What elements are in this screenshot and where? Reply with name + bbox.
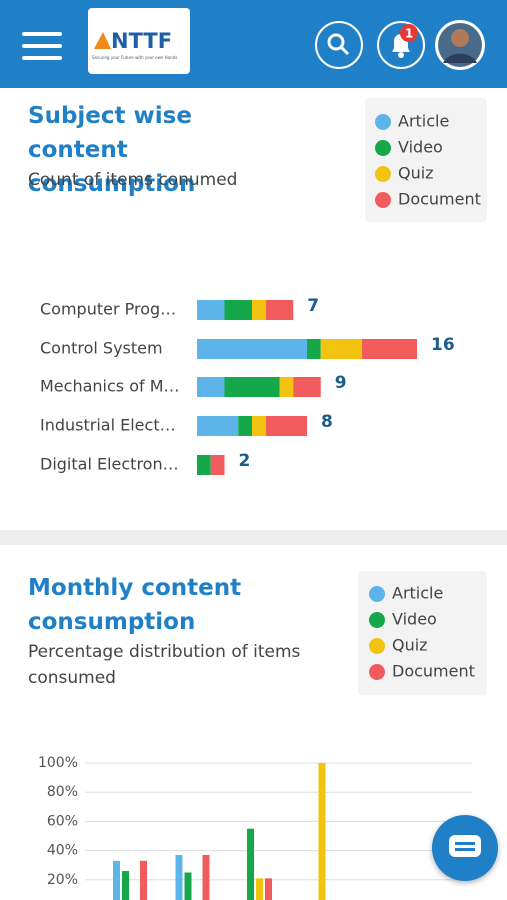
bar-segment: [362, 339, 417, 359]
total-label: 9: [335, 373, 347, 393]
notification-button[interactable]: [377, 21, 425, 69]
legend-label: Document: [392, 662, 475, 681]
bar: [113, 860, 120, 900]
bar-segment: [197, 377, 225, 397]
bar-segment: [320, 339, 362, 359]
chat-button[interactable]: [432, 815, 498, 881]
chart-subtitle: Count of items conumed: [28, 170, 238, 190]
divider: [0, 530, 507, 545]
bar: [175, 854, 183, 900]
bar-segment: [279, 377, 294, 397]
legend-dot: [375, 166, 391, 182]
logo-mark: [94, 32, 111, 49]
y-tick-label: 100%: [38, 755, 78, 771]
bar-segment: [210, 455, 225, 475]
logo-text: NTTF: [111, 29, 172, 53]
y-tick-label: 60%: [47, 813, 78, 829]
legend-box: [365, 98, 487, 222]
legend-label: Article: [398, 112, 449, 131]
bar: [265, 878, 272, 900]
search-button[interactable]: [315, 21, 363, 69]
legend-dot: [375, 114, 391, 130]
category-label: Digital Electron…: [40, 455, 179, 474]
legend-label: Quiz: [398, 164, 434, 183]
legend-dot: [369, 664, 385, 680]
legend-dot: [375, 192, 391, 208]
logo-tagline: Securing your Future with your own Hands: [92, 55, 177, 60]
category-label: Computer Prog…: [40, 300, 176, 319]
legend-dot: [369, 638, 385, 654]
bar-segment: [224, 377, 280, 397]
legend-label: Document: [398, 190, 481, 209]
bar-segment: [197, 455, 211, 475]
legend-label: Quiz: [392, 636, 428, 655]
bar-segment: [224, 300, 252, 320]
legend-dot: [369, 586, 385, 602]
logo-box: [88, 8, 190, 74]
total-label: 8: [321, 412, 333, 432]
bar-segment: [197, 416, 239, 436]
category-label: Mechanics of M…: [40, 377, 180, 396]
y-tick-label: 80%: [47, 784, 78, 800]
legend-box: [358, 571, 487, 695]
bar-segment: [293, 377, 321, 397]
bar-segment: [197, 339, 307, 359]
bar: [184, 872, 192, 900]
chart-title: Subject wise content consumption: [28, 103, 196, 197]
category-label: Industrial Elect…: [40, 416, 176, 435]
legend-label: Video: [398, 138, 443, 157]
bar-segment: [252, 300, 266, 320]
bar-segment: [238, 416, 252, 436]
legend-label: Video: [392, 610, 437, 629]
bar-segment: [265, 416, 307, 436]
legend-dot: [375, 140, 391, 156]
y-tick-label: 40%: [47, 843, 78, 859]
total-label: 2: [239, 451, 251, 471]
bar-segment: [265, 300, 294, 320]
notification-badge: 1: [405, 27, 413, 41]
bar: [247, 828, 254, 900]
bar: [256, 878, 263, 900]
avatar[interactable]: [435, 20, 485, 70]
legend-dot: [369, 612, 385, 628]
bar-segment: [197, 300, 225, 320]
bar: [140, 860, 147, 900]
total-label: 7: [307, 296, 319, 316]
category-label: Control System: [40, 339, 163, 358]
bar-segment: [307, 339, 321, 359]
chart-subtitle: Percentage distribution of items consume…: [28, 642, 301, 688]
app-bar: [0, 0, 507, 88]
y-tick-label: 20%: [47, 872, 78, 888]
bar-segment: [252, 416, 266, 436]
chart-title: Monthly content consumption: [28, 575, 242, 635]
total-label: 16: [431, 335, 455, 355]
bar: [318, 763, 326, 900]
bar: [202, 854, 210, 900]
legend-label: Article: [392, 584, 443, 603]
menu-button[interactable]: [22, 32, 62, 60]
bar: [122, 871, 129, 900]
